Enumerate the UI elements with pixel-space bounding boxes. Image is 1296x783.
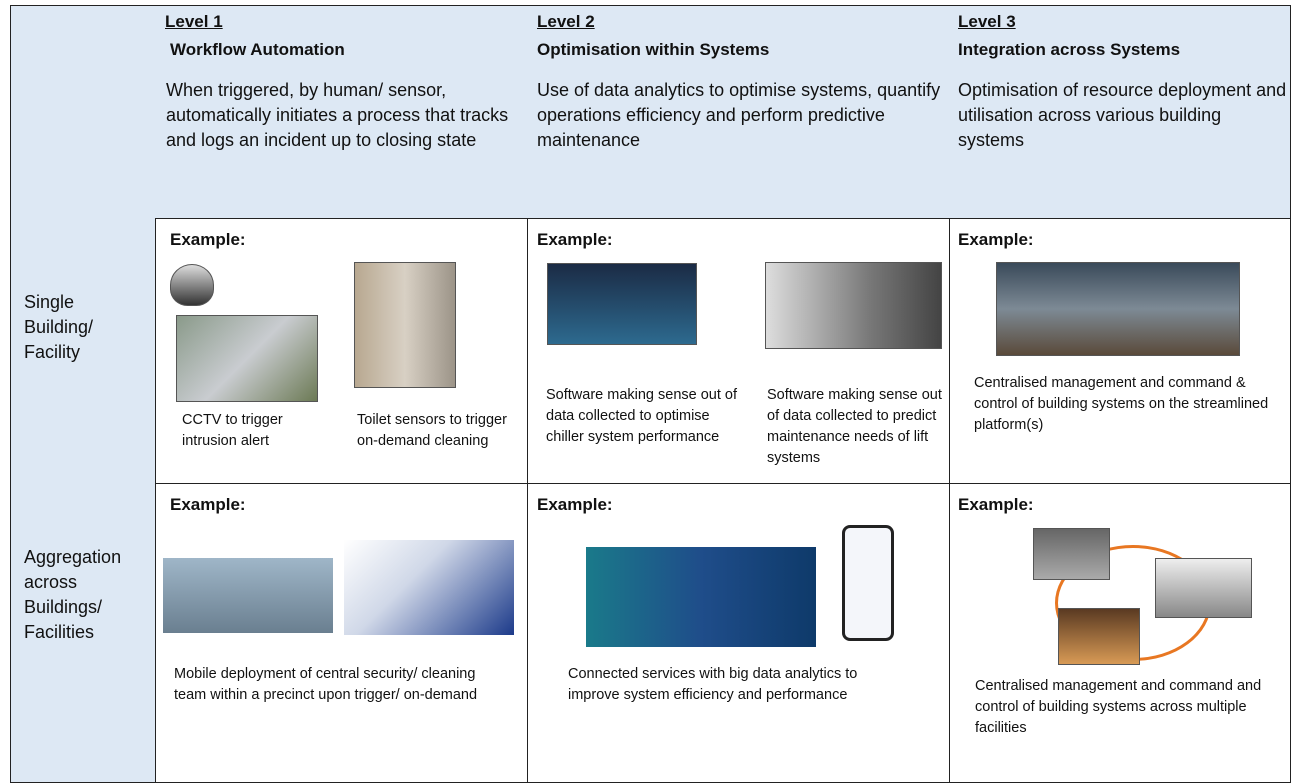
- level-description: Use of data analytics to optimise system…: [537, 80, 941, 150]
- row-label: Aggregation across Buildings/ Facilities: [24, 547, 122, 642]
- example-caption: Toilet sensors to trigger on-demand clea…: [357, 412, 507, 449]
- camera-icon: [170, 264, 214, 306]
- photo: [176, 315, 318, 402]
- photo: [586, 547, 816, 647]
- header-cell: [527, 5, 950, 71]
- example-heading: Example:: [537, 495, 613, 514]
- corner-cell: [10, 5, 156, 219]
- header-cell: [949, 5, 1291, 71]
- example-heading: Example:: [170, 230, 246, 249]
- level-title: Optimisation within Systems: [537, 40, 770, 59]
- row-label-cell: [10, 483, 156, 783]
- level-title: Integration across Systems: [958, 40, 1181, 59]
- photo: [344, 540, 514, 635]
- example-caption: Mobile deployment of central security/ c…: [174, 666, 478, 703]
- level-label: Level 1: [165, 12, 223, 31]
- description-cell: [527, 70, 950, 219]
- level-label: Level 3: [958, 12, 1016, 31]
- example-heading: Example:: [958, 230, 1034, 249]
- phone-image: [842, 525, 894, 641]
- level-description: When triggered, by human/ sensor, automa…: [166, 80, 509, 150]
- photo: [1155, 558, 1252, 618]
- example-cell: [527, 218, 950, 484]
- example-heading: Example:: [537, 230, 613, 249]
- photo: [765, 262, 942, 349]
- example-cell: [155, 218, 528, 484]
- row-label-cell: [10, 218, 156, 484]
- photo: [354, 262, 456, 388]
- example-caption: Centralised management and command & con…: [974, 375, 1269, 433]
- photo: [996, 262, 1240, 356]
- example-caption: CCTV to trigger intrusion alert: [182, 412, 283, 449]
- example-heading: Example:: [958, 495, 1034, 514]
- header-cell: [155, 5, 528, 71]
- example-heading: Example:: [170, 495, 246, 514]
- level-description: Optimisation of resource deployment and …: [958, 80, 1287, 150]
- row-label: Single Building/ Facility: [24, 292, 94, 362]
- example-caption: Centralised management and command and c…: [975, 678, 1262, 736]
- description-cell: [949, 70, 1291, 219]
- level-label: Level 2: [537, 12, 595, 31]
- example-caption: Software making sense out of data collec…: [767, 387, 942, 466]
- photo: [1033, 528, 1110, 580]
- example-caption: Software making sense out of data collec…: [546, 387, 738, 445]
- photo: [1058, 608, 1140, 665]
- photo: [163, 558, 333, 633]
- level-title: Workflow Automation: [170, 40, 345, 59]
- description-cell: [155, 70, 528, 219]
- example-cell: [949, 218, 1291, 484]
- photo: [547, 263, 697, 345]
- example-caption: Connected services with big data analyti…: [568, 666, 858, 703]
